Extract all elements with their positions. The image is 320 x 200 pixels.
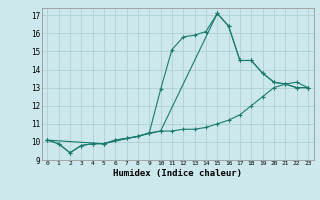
X-axis label: Humidex (Indice chaleur): Humidex (Indice chaleur) [113,169,242,178]
